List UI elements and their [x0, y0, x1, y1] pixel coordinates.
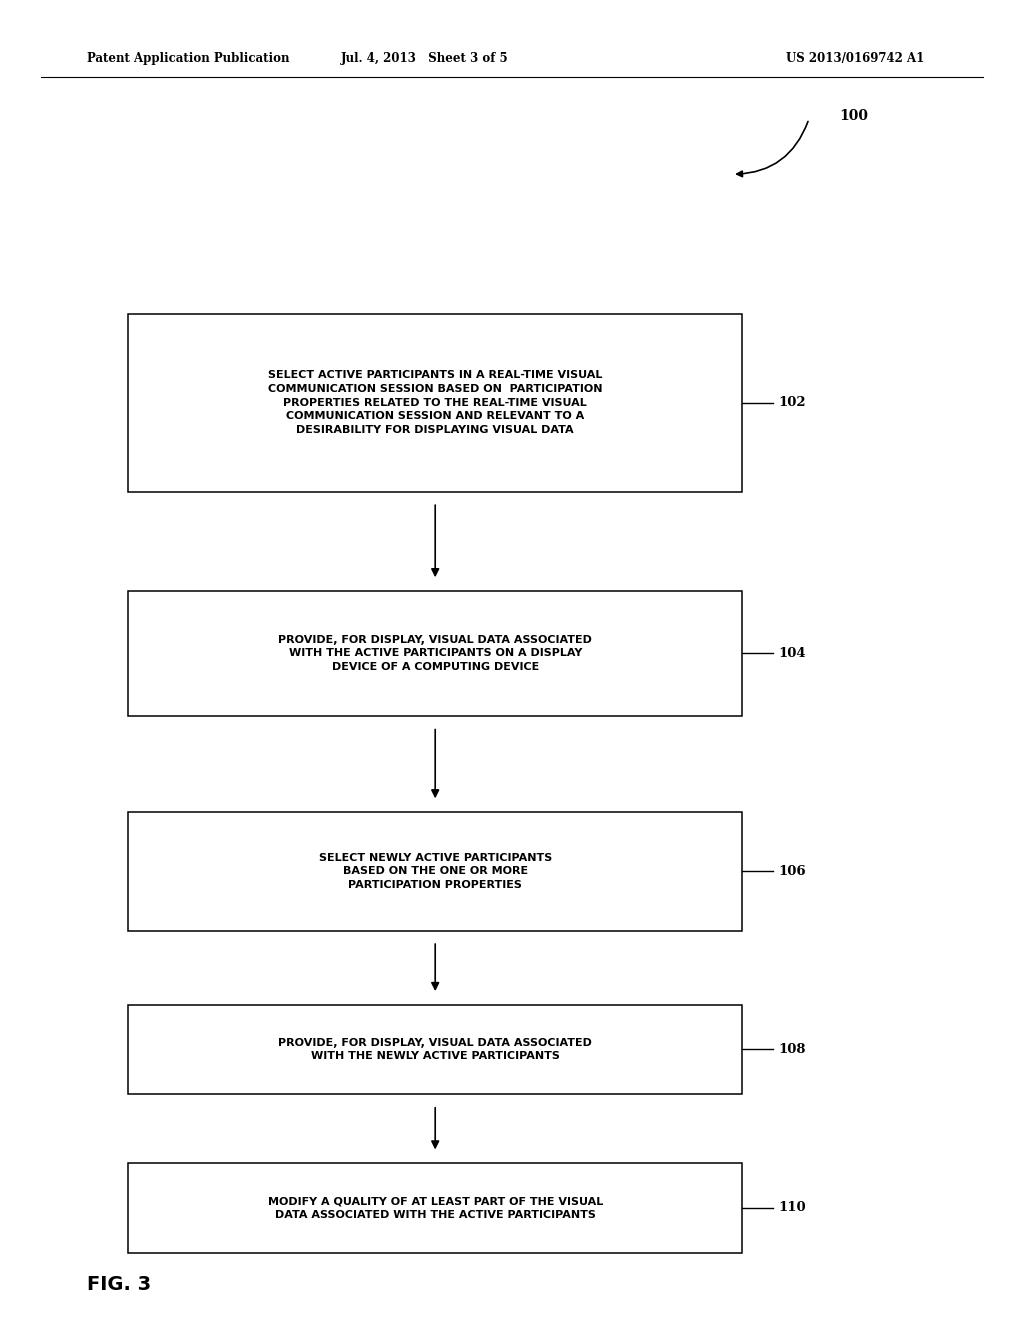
Text: FIG. 3: FIG. 3 [87, 1275, 152, 1294]
Text: PROVIDE, FOR DISPLAY, VISUAL DATA ASSOCIATED
WITH THE ACTIVE PARTICIPANTS ON A D: PROVIDE, FOR DISPLAY, VISUAL DATA ASSOCI… [279, 635, 592, 672]
Bar [128, 314, 742, 492]
Bar [128, 591, 742, 715]
Text: 108: 108 [778, 1043, 806, 1056]
Text: 104: 104 [778, 647, 806, 660]
Text: 100: 100 [840, 110, 868, 123]
Text: SELECT ACTIVE PARTICIPANTS IN A REAL-TIME VISUAL
COMMUNICATION SESSION BASED ON : SELECT ACTIVE PARTICIPANTS IN A REAL-TIM… [268, 371, 602, 434]
Text: 102: 102 [778, 396, 806, 409]
Text: PROVIDE, FOR DISPLAY, VISUAL DATA ASSOCIATED
WITH THE NEWLY ACTIVE PARTICIPANTS: PROVIDE, FOR DISPLAY, VISUAL DATA ASSOCI… [279, 1038, 592, 1061]
Bar [128, 1163, 742, 1253]
Text: US 2013/0169742 A1: US 2013/0169742 A1 [785, 51, 925, 65]
Bar [128, 1005, 742, 1094]
Text: SELECT NEWLY ACTIVE PARTICIPANTS
BASED ON THE ONE OR MORE
PARTICIPATION PROPERTI: SELECT NEWLY ACTIVE PARTICIPANTS BASED O… [318, 853, 552, 890]
Text: 110: 110 [778, 1201, 806, 1214]
Text: Patent Application Publication: Patent Application Publication [87, 51, 290, 65]
Bar [128, 812, 742, 931]
Text: Jul. 4, 2013   Sheet 3 of 5: Jul. 4, 2013 Sheet 3 of 5 [341, 51, 509, 65]
Text: 106: 106 [778, 865, 806, 878]
Text: MODIFY A QUALITY OF AT LEAST PART OF THE VISUAL
DATA ASSOCIATED WITH THE ACTIVE : MODIFY A QUALITY OF AT LEAST PART OF THE… [267, 1196, 603, 1220]
